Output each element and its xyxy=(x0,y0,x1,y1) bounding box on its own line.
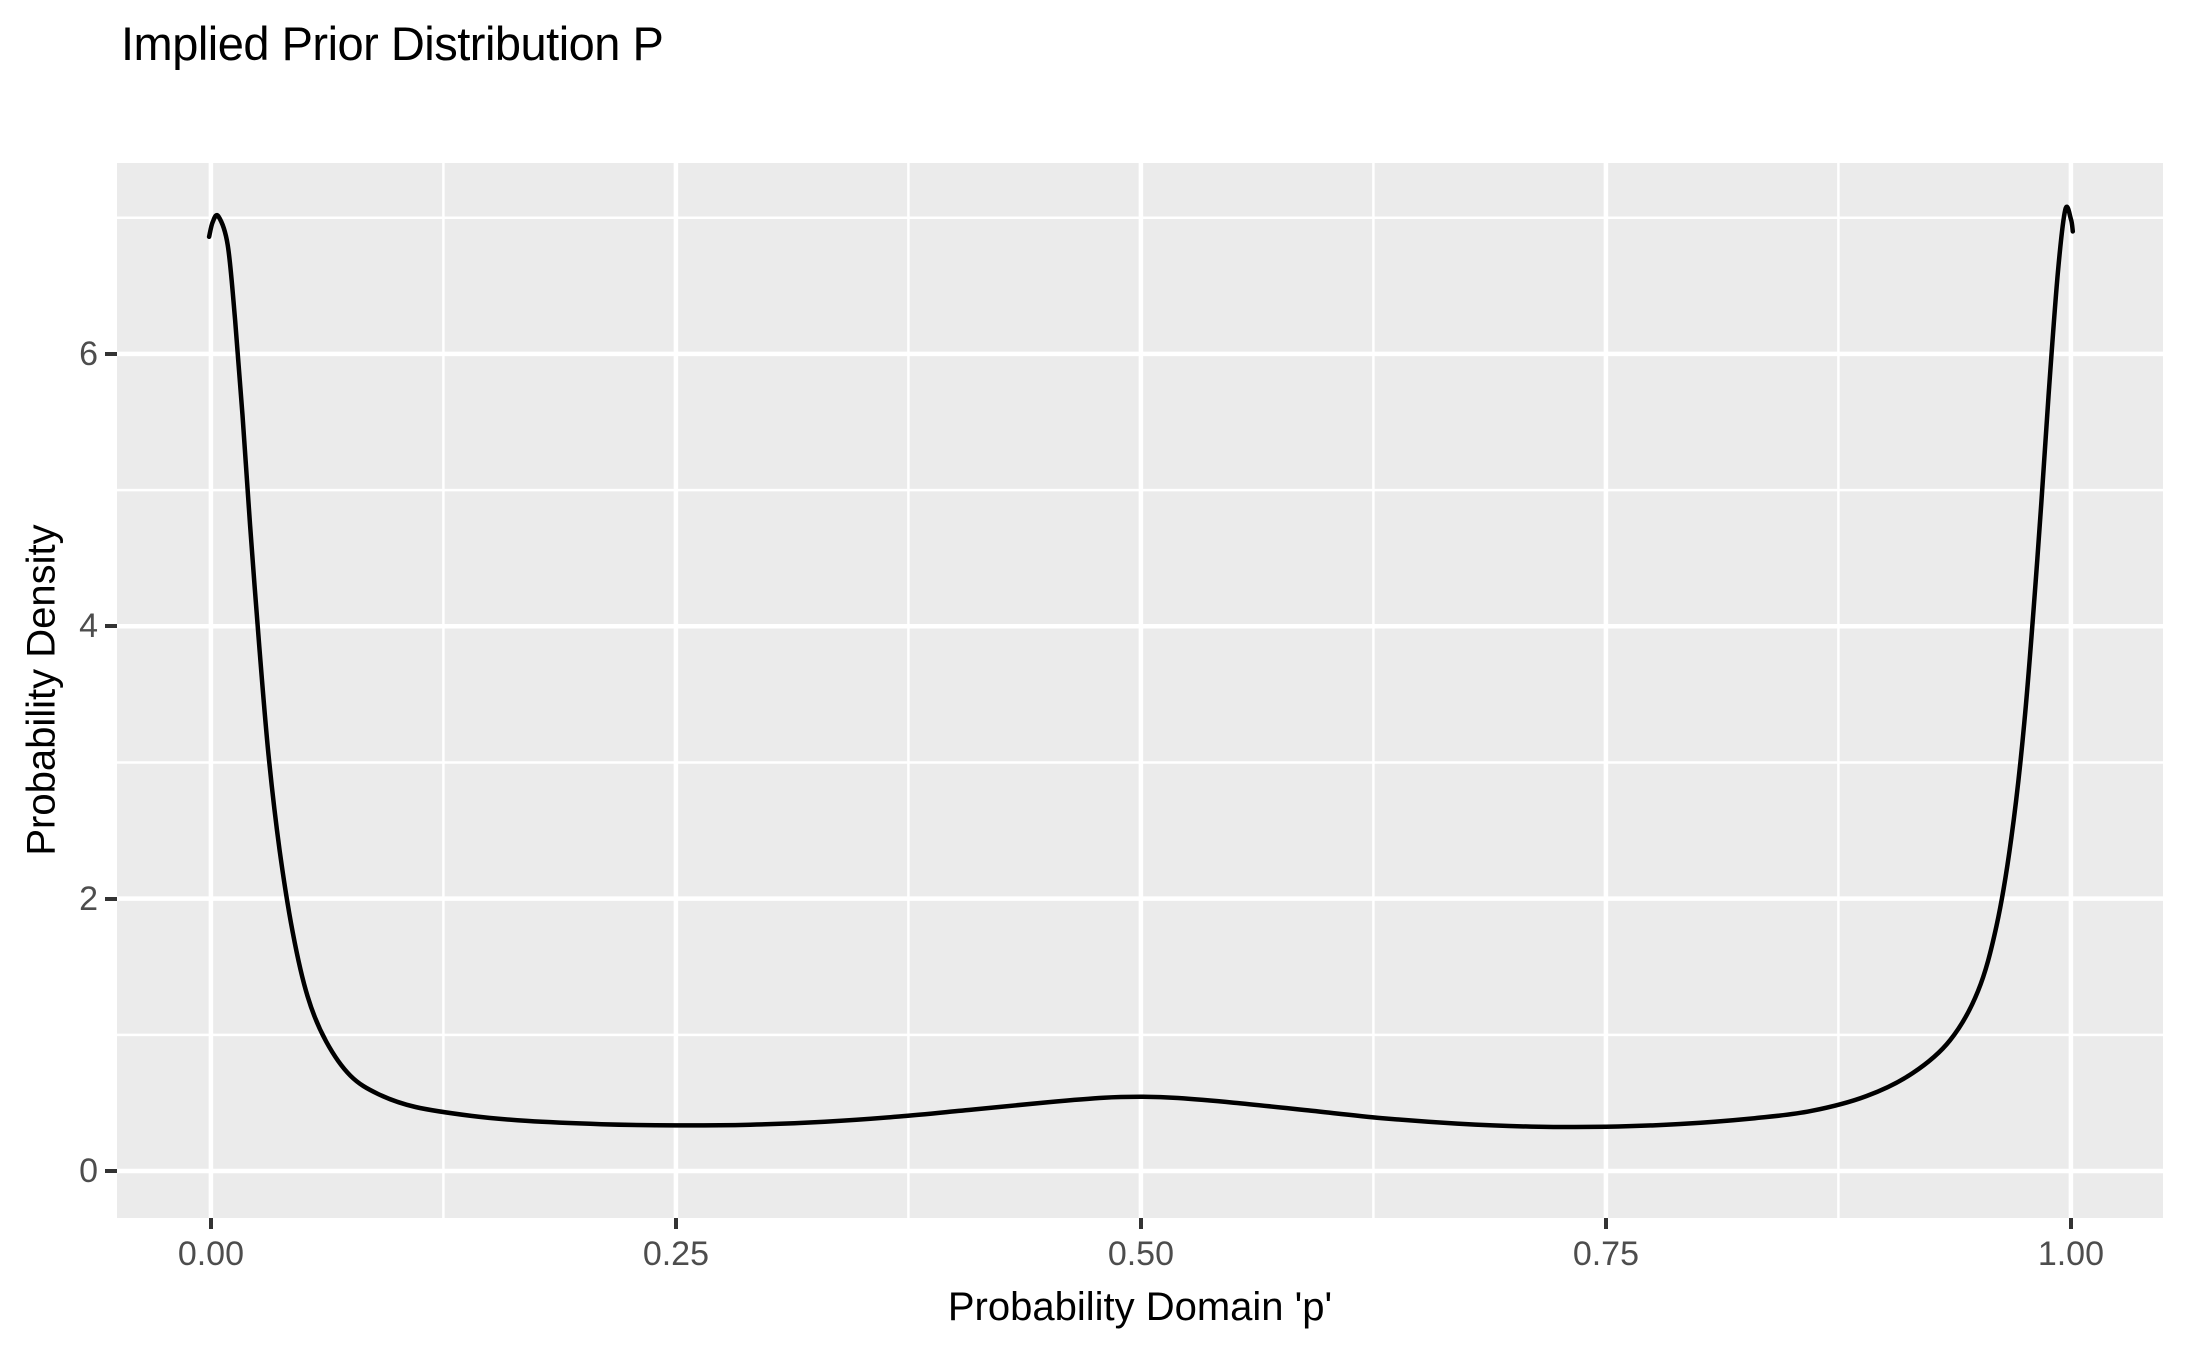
x-axis-title: Probability Domain 'p' xyxy=(947,1285,1333,1329)
density-curve xyxy=(206,204,2076,1130)
y-tick-mark xyxy=(105,1169,117,1174)
x-tick-mark xyxy=(2068,1218,2073,1229)
y-tick-label: 4 xyxy=(79,607,98,646)
plot-title: Implied Prior Distribution P xyxy=(121,17,664,70)
x-tick-label: 0.50 xyxy=(1107,1235,1175,1273)
x-tick-mark xyxy=(673,1218,678,1229)
x-tick-mark xyxy=(1603,1218,1608,1229)
y-tick-mark xyxy=(105,896,117,901)
y-tick-mark xyxy=(105,351,117,356)
y-tick-mark xyxy=(105,624,117,629)
x-tick-label: 0.00 xyxy=(177,1235,245,1273)
x-tick-mark xyxy=(1138,1218,1143,1229)
x-tick-label: 1.00 xyxy=(2037,1235,2105,1273)
plot-panel xyxy=(117,163,2163,1218)
density-plot-canvas xyxy=(117,163,2163,1218)
y-axis-title: Probability Density xyxy=(19,524,64,856)
y-tick-label: 2 xyxy=(79,879,98,918)
x-tick-mark xyxy=(208,1218,213,1229)
x-tick-label: 0.25 xyxy=(642,1235,710,1273)
y-tick-label: 0 xyxy=(79,1152,98,1191)
x-tick-label: 0.75 xyxy=(1572,1235,1640,1273)
y-tick-label: 6 xyxy=(79,334,98,373)
